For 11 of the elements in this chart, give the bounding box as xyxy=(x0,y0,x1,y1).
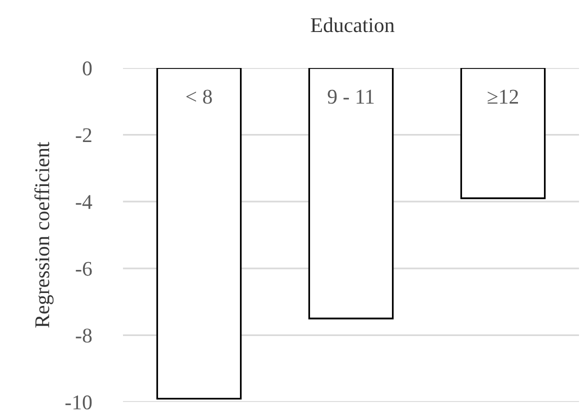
y-tick-label: -4 xyxy=(76,195,92,209)
y-tick-label: 0 xyxy=(82,61,92,76)
y-tick-label: -8 xyxy=(76,328,92,343)
x-tick-label: < 8 xyxy=(186,90,212,104)
y-axis-title: Regression coefficient xyxy=(34,142,54,328)
chart-title: Education xyxy=(310,18,394,32)
x-tick-label: ≥12 xyxy=(488,90,518,104)
y-tick-label: -10 xyxy=(65,395,92,410)
x-tick-label: 9 - 11 xyxy=(328,90,374,104)
y-tick-label: -6 xyxy=(76,262,92,276)
y-tick-label: -2 xyxy=(76,128,92,142)
